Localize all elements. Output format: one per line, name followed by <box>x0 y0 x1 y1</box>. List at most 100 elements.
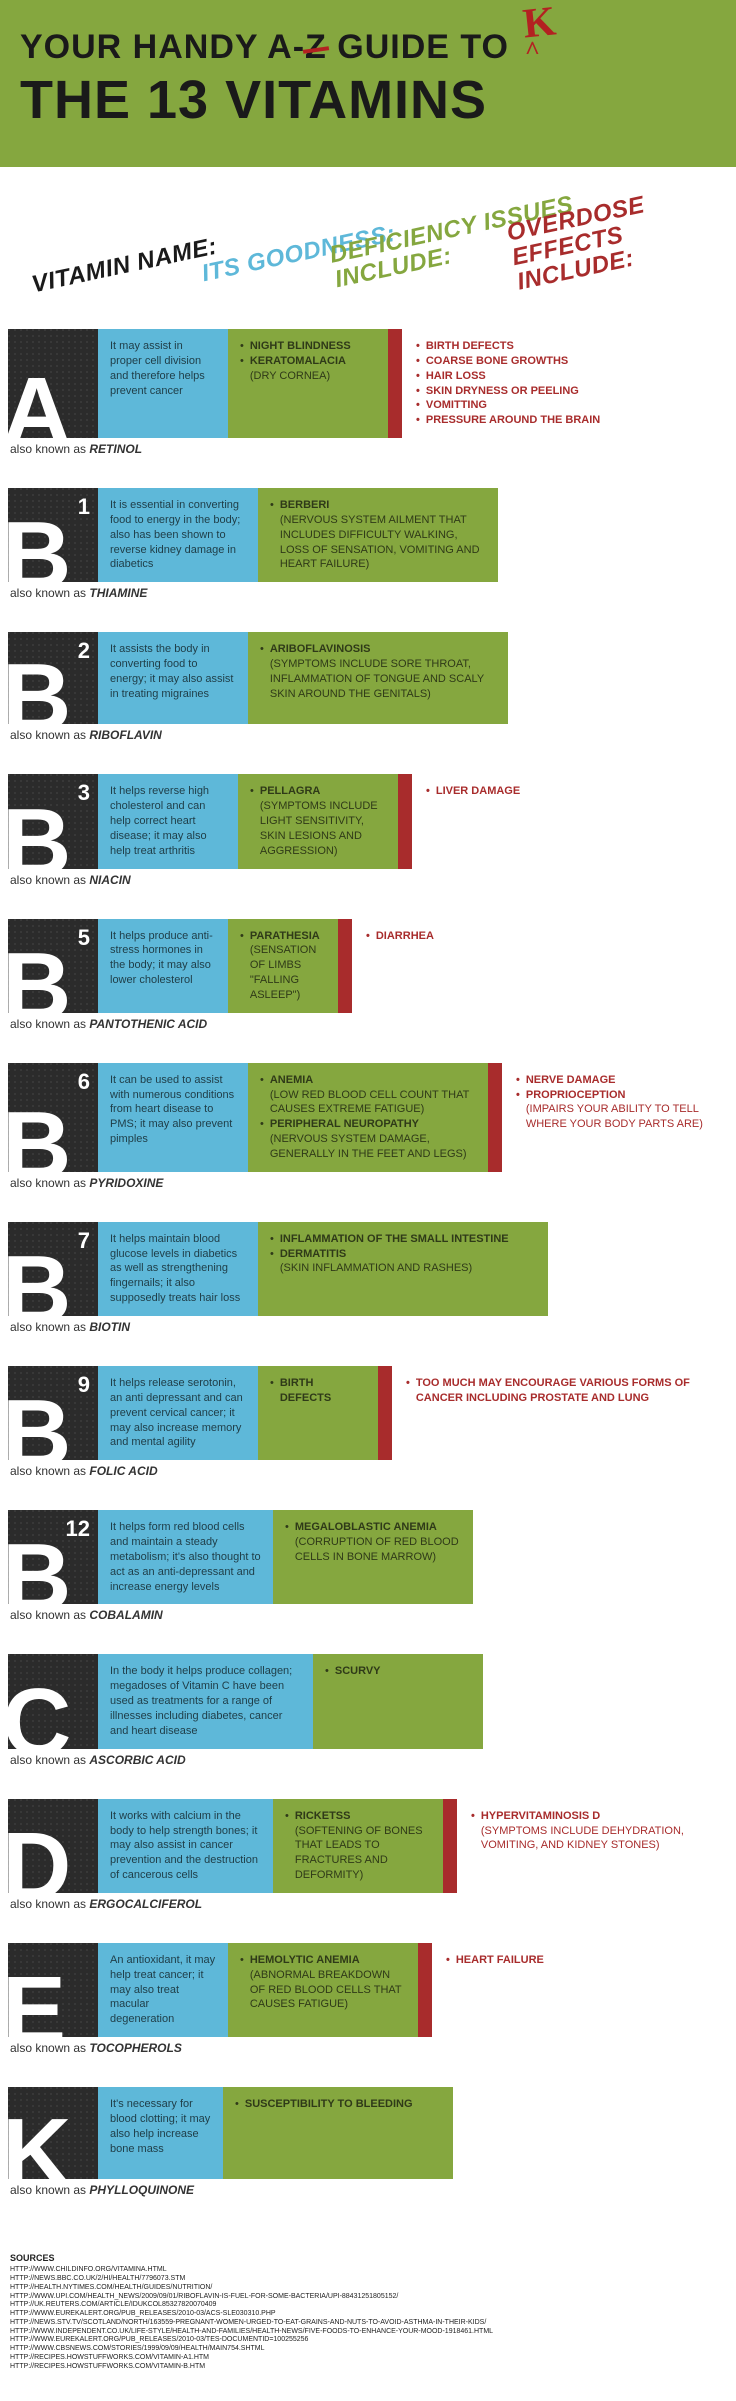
source-url: HTTP://WWW.CBSNEWS.COM/STORIES/1999/09/0… <box>10 2345 726 2354</box>
vitamin-row: C In the body it helps produce collagen;… <box>8 1654 728 1766</box>
aka-name: PYRIDOXINE <box>89 1176 163 1190</box>
aka-name: FOLIC ACID <box>89 1464 157 1478</box>
deficiency-list: BERBERI(NERVOUS SYSTEM AILMENT THAT INCL… <box>258 488 498 582</box>
overdose-bar <box>488 1063 502 1172</box>
vitamin-number: 2 <box>78 638 90 664</box>
vitamin-badge: B 12 <box>8 1510 98 1604</box>
aka-name: NIACIN <box>89 873 130 887</box>
vitamin-badge: B 2 <box>8 632 98 724</box>
vitamin-row: B 1 It is essential in converting food t… <box>8 488 728 600</box>
vitamin-row: K It's necessary for blood clotting; it … <box>8 2087 728 2197</box>
vitamin-number: 7 <box>78 1228 90 1254</box>
overdose-list: HEART FAILURE <box>432 1943 728 2037</box>
vitamin-letter: A <box>8 364 71 438</box>
source-url: HTTP://RECIPES.HOWSTUFFWORKS.COM/VITAMIN… <box>10 2354 726 2363</box>
vitamin-letter: B <box>8 650 71 724</box>
goodness-text: It helps form red blood cells and mainta… <box>98 1510 273 1604</box>
deficiency-list: MEGALOBLASTIC ANEMIA(CORRUPTION OF RED B… <box>273 1510 473 1604</box>
vitamin-number: 1 <box>78 494 90 520</box>
aka-line: also known as PYRIDOXINE <box>8 1176 728 1190</box>
aka-name: TOCOPHEROLS <box>89 2041 181 2055</box>
vitamin-row: B 9 It helps release serotonin, an anti … <box>8 1366 728 1478</box>
deficiency-list: BIRTH DEFECTS <box>258 1366 378 1460</box>
vitamin-badge: E <box>8 1943 98 2037</box>
vitamin-number: 5 <box>78 925 90 951</box>
sources-head: SOURCES <box>10 2253 726 2264</box>
vitamin-letter: B <box>8 508 71 582</box>
overdose-bar <box>378 1366 392 1460</box>
source-url: HTTP://UK.REUTERS.COM/ARTICLE/IDUKCOL853… <box>10 2301 726 2310</box>
aka-label: also known as <box>10 873 86 887</box>
aka-line: also known as NIACIN <box>8 873 728 887</box>
deficiency-list: PELLAGRA(SYMPTOMS INCLUDE LIGHT SENSITIV… <box>238 774 398 868</box>
source-url: HTTP://NEWS.STV.TV/SCOTLAND/NORTH/163559… <box>10 2319 726 2328</box>
aka-line: also known as RIBOFLAVIN <box>8 728 728 742</box>
goodness-text: It works with calcium in the body to hel… <box>98 1799 273 1893</box>
header-banner: K ^ YOUR HANDY A-Z GUIDE TO THE 13 VITAM… <box>0 0 736 167</box>
vitamin-number: 3 <box>78 780 90 806</box>
deficiency-list: HEMOLYTIC ANEMIA(ABNORMAL BREAKDOWN OF R… <box>228 1943 418 2037</box>
title-post: GUIDE TO <box>327 28 509 66</box>
aka-name: PHYLLOQUINONE <box>89 2183 194 2197</box>
deficiency-list: ARIBOFLAVINOSIS(SYMPTOMS INCLUDE SORE TH… <box>248 632 508 724</box>
source-url: HTTP://WWW.UPI.COM/HEALTH_NEWS/2009/09/0… <box>10 2293 726 2302</box>
aka-label: also known as <box>10 586 86 600</box>
aka-name: BIOTIN <box>89 1320 130 1334</box>
source-url: HTTP://WWW.EUREKALERT.ORG/PUB_RELEASES/2… <box>10 2336 726 2345</box>
vitamin-row: D It works with calcium in the body to h… <box>8 1799 728 1911</box>
aka-label: also known as <box>10 2041 86 2055</box>
aka-label: also known as <box>10 1464 86 1478</box>
goodness-text: It is essential in converting food to en… <box>98 488 258 582</box>
goodness-text: It helps maintain blood glucose levels i… <box>98 1222 258 1316</box>
aka-label: also known as <box>10 1017 86 1031</box>
struck-z: Z <box>305 28 327 67</box>
vitamin-badge: B 3 <box>8 774 98 868</box>
goodness-text: It may assist in proper cell division an… <box>98 329 228 438</box>
aka-name: ASCORBIC ACID <box>89 1753 185 1767</box>
vitamin-letter: B <box>8 795 71 869</box>
vitamin-badge: B 1 <box>8 488 98 582</box>
aka-line: also known as PANTOTHENIC ACID <box>8 1017 728 1031</box>
vitamin-badge: K <box>8 2087 98 2179</box>
overdose-bar <box>443 1799 457 1893</box>
overdose-bar <box>338 919 352 1013</box>
aka-name: THIAMINE <box>89 586 147 600</box>
aka-line: also known as RETINOL <box>8 442 728 456</box>
vitamin-number: 12 <box>66 1516 90 1542</box>
aka-name: RETINOL <box>89 442 142 456</box>
vitamin-letter: B <box>8 1242 71 1316</box>
overdose-list: BIRTH DEFECTSCOARSE BONE GROWTHSHAIR LOS… <box>402 329 728 438</box>
vitamin-row: B 6 It can be used to assist with numero… <box>8 1063 728 1190</box>
vitamin-badge: B 9 <box>8 1366 98 1460</box>
vitamin-letter: B <box>8 1098 71 1172</box>
vitamin-letter: C <box>8 1675 71 1749</box>
vitamin-number: 9 <box>78 1372 90 1398</box>
vitamin-row: B 12 It helps form red blood cells and m… <box>8 1510 728 1622</box>
caret-mark: ^ <box>525 36 540 66</box>
vitamin-row: A It may assist in proper cell division … <box>8 329 728 456</box>
overdose-list: NERVE DAMAGEPROPRIOCEPTION(IMPAIRS YOUR … <box>502 1063 728 1172</box>
source-url: HTTP://WWW.INDEPENDENT.CO.UK/LIFE-STYLE/… <box>10 2328 726 2337</box>
overdose-bar <box>388 329 402 438</box>
goodness-text: It helps release serotonin, an anti depr… <box>98 1366 258 1460</box>
goodness-text: It can be used to assist with numerous c… <box>98 1063 248 1172</box>
aka-line: also known as ERGOCALCIFEROL <box>8 1897 728 1911</box>
vitamin-badge: A <box>8 329 98 438</box>
aka-name: PANTOTHENIC ACID <box>89 1017 207 1031</box>
source-url: HTTP://RECIPES.HOWSTUFFWORKS.COM/VITAMIN… <box>10 2363 726 2372</box>
vitamin-row: B 5 It helps produce anti-stress hormone… <box>8 919 728 1031</box>
source-url: HTTP://NEWS.BBC.CO.UK/2/HI/HEALTH/779607… <box>10 2275 726 2284</box>
vitamin-row: B 7 It helps maintain blood glucose leve… <box>8 1222 728 1334</box>
deficiency-list: NIGHT BLINDNESSKERATOMALACIA(DRY CORNEA) <box>228 329 388 438</box>
overdose-list: TOO MUCH MAY ENCOURAGE VARIOUS FORMS OF … <box>392 1366 728 1460</box>
vitamin-letter: D <box>8 1819 71 1893</box>
vitamin-number: 6 <box>78 1069 90 1095</box>
vitamin-letter: B <box>8 939 71 1013</box>
vitamin-badge: B 7 <box>8 1222 98 1316</box>
vitamin-row: E An antioxidant, it may help treat canc… <box>8 1943 728 2055</box>
vitamin-badge: C <box>8 1654 98 1748</box>
vitamin-badge: B 5 <box>8 919 98 1013</box>
column-headers: VITAMIN NAME: ITS GOODNESS: DEFICIENCY I… <box>0 179 736 329</box>
aka-line: also known as THIAMINE <box>8 586 728 600</box>
aka-line: also known as ASCORBIC ACID <box>8 1753 728 1767</box>
